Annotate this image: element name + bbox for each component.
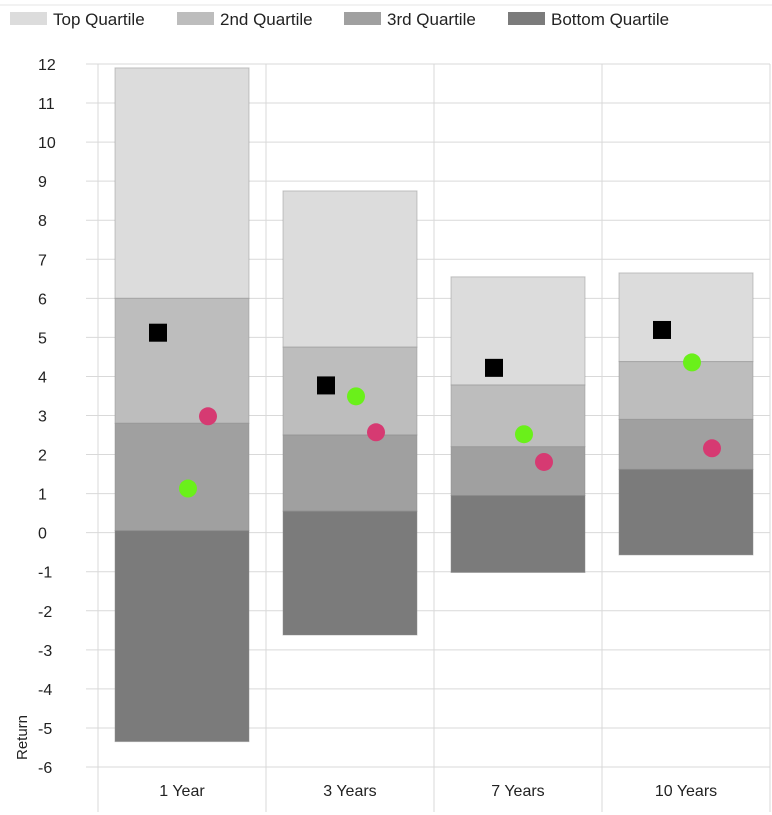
legend-swatch <box>177 12 214 25</box>
circle-marker <box>367 423 385 442</box>
y-tick-label: -3 <box>38 643 52 660</box>
quartile-segment <box>282 434 418 512</box>
quartile-segment <box>114 530 250 743</box>
y-tick-label: 6 <box>38 291 47 308</box>
y-tick-label: -4 <box>38 682 52 699</box>
bars <box>114 67 754 743</box>
quartile-segment <box>114 67 250 299</box>
y-axis-label: Return <box>14 715 31 760</box>
y-tick-label: 2 <box>38 448 47 465</box>
y-tick-label: 3 <box>38 409 47 426</box>
quartile-segment <box>450 276 586 386</box>
x-tick-label: 3 Years <box>323 783 376 800</box>
x-tick-label: 1 Year <box>159 783 205 800</box>
quartile-segment <box>618 361 754 420</box>
y-tick-label: 9 <box>38 174 47 191</box>
circle-marker <box>179 479 197 498</box>
y-tick-label: 12 <box>38 57 56 74</box>
square-marker <box>317 376 335 395</box>
legend-swatch <box>344 12 381 25</box>
quartile-segment <box>450 446 586 497</box>
circle-marker <box>703 439 721 458</box>
y-tick-label: 1 <box>38 487 47 504</box>
y-tick-label: 11 <box>38 96 55 113</box>
y-tick-label: 4 <box>38 369 47 386</box>
circle-marker <box>199 407 217 426</box>
y-tick-label: -5 <box>38 721 52 738</box>
markers <box>149 320 721 498</box>
quartile-segment <box>618 418 754 470</box>
y-tick-label: 10 <box>38 135 56 152</box>
y-tick-label: 0 <box>38 526 47 543</box>
square-marker <box>653 320 671 339</box>
legend-label: Top Quartile <box>53 10 145 29</box>
quartile-segment <box>450 495 586 574</box>
legend-label: 2nd Quartile <box>220 10 313 29</box>
circle-marker <box>515 425 533 444</box>
quartile-segment <box>618 272 754 363</box>
legend: Top Quartile 2nd Quartile 3rd Quartile Bott… <box>0 4 772 29</box>
x-axis: 1 Year 3 Years 7 Years 10 Years <box>159 783 717 800</box>
quartile-segment <box>114 297 250 424</box>
y-tick-label: -6 <box>38 760 52 777</box>
x-tick-label: 7 Years <box>491 783 544 800</box>
y-tick-label: -2 <box>38 604 52 621</box>
legend-label: Bottom Quartile <box>551 10 669 29</box>
legend-swatch <box>508 12 545 25</box>
square-marker <box>485 358 503 377</box>
square-marker <box>149 323 167 342</box>
quartile-segment <box>282 510 418 636</box>
circle-marker <box>535 452 553 471</box>
legend-label: 3rd Quartile <box>387 10 476 29</box>
y-tick-label: 8 <box>38 213 47 230</box>
legend-swatch <box>10 12 47 25</box>
circle-marker <box>347 387 365 406</box>
y-tick-label: 5 <box>38 330 47 347</box>
x-tick-label: 10 Years <box>655 783 717 800</box>
y-tick-label: 7 <box>38 252 47 269</box>
quartile-segment <box>618 468 754 556</box>
circle-marker <box>683 353 701 372</box>
y-tick-label: -1 <box>38 565 52 582</box>
quartile-segment <box>114 422 250 532</box>
quartile-segment <box>282 190 418 348</box>
